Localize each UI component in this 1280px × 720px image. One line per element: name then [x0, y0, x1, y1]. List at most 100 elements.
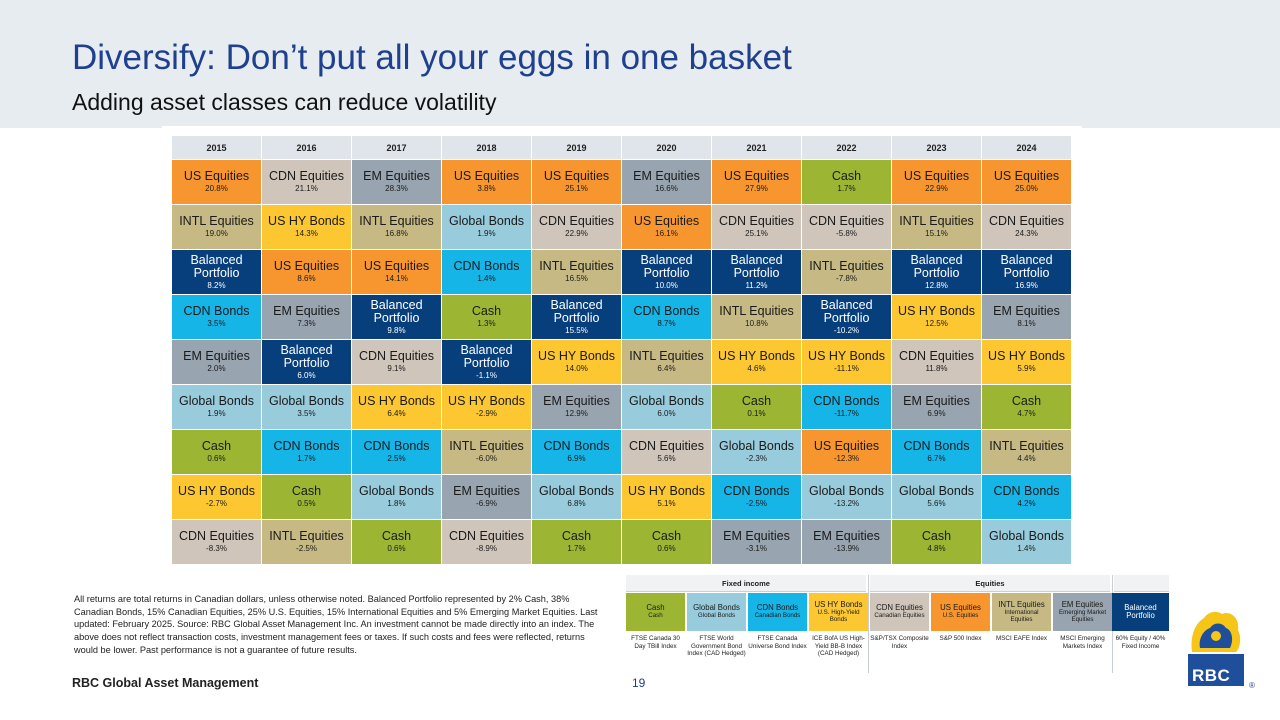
quilt-cell: US HY Bonds 4.6% [712, 340, 801, 384]
return-value: 4.8% [927, 544, 946, 554]
asset-class-label: EM Equities [363, 169, 430, 184]
return-value: 12.9% [565, 409, 588, 419]
return-value: 6.0% [657, 409, 676, 419]
asset-class-label: CDN Bonds [903, 439, 970, 454]
quilt-cell: Cash 4.7% [982, 385, 1071, 429]
asset-class-label: CDN Equities [268, 169, 345, 184]
legend-label: CDN Equities [876, 603, 923, 613]
return-value: -12.3% [833, 454, 860, 464]
return-value: 28.3% [385, 184, 408, 194]
asset-class-label: CDN Bonds [723, 484, 790, 499]
quilt-cell: Cash 1.7% [532, 520, 621, 564]
return-value: -2.5% [746, 499, 767, 509]
asset-class-label: INTL Equities [359, 214, 434, 229]
quilt-cell: Global Bonds 5.6% [892, 475, 981, 519]
footnote: All returns are total returns in Canadia… [74, 594, 598, 655]
return-value: 0.5% [297, 499, 316, 509]
return-value: 6.4% [657, 364, 676, 374]
asset-class-label: Global Bonds [358, 484, 435, 499]
quilt-cell: CDN Bonds 1.4% [442, 250, 531, 294]
return-value: 11.8% [925, 364, 948, 374]
asset-class-label: Global Bonds [538, 484, 615, 499]
asset-class-label: EM Equities [183, 349, 250, 364]
return-value: 14.3% [295, 229, 318, 239]
asset-class-label: CDN Equities [808, 214, 885, 229]
legend-swatch: INTL Equities International Equities [992, 593, 1051, 631]
asset-class-label: Global Bonds [808, 484, 885, 499]
return-value: 3.8% [477, 184, 496, 194]
quilt-cell: Global Bonds 6.8% [532, 475, 621, 519]
return-value: -1.1% [476, 370, 497, 380]
asset-class-label: US Equities [813, 439, 880, 454]
return-value: -8.3% [206, 544, 227, 554]
quilt-cell: US Equities 8.6% [262, 250, 351, 294]
return-value: 0.6% [207, 454, 226, 464]
return-value: 12.8% [925, 280, 948, 290]
quilt-cell: CDN Bonds 1.7% [262, 430, 351, 474]
quilt-cell: Global Bonds 1.8% [352, 475, 441, 519]
quilt-cell: Cash 0.5% [262, 475, 351, 519]
return-value: -6.9% [476, 499, 497, 509]
asset-class-label: CDN Bonds [183, 304, 250, 319]
asset-class-label: US Equities [363, 259, 430, 274]
quilt-cell: Global Bonds 6.0% [622, 385, 711, 429]
legend-index-name: ICE BofA US High-Yield BB-B Index (CAD H… [812, 635, 865, 658]
return-value: 10.0% [655, 280, 678, 290]
quilt-cell: Global Bonds -13.2% [802, 475, 891, 519]
legend-sublabel: Canadian Bonds [754, 612, 801, 620]
asset-class-label: Global Bonds [268, 394, 345, 409]
legend-index-name: FTSE Canada 30 Day TBill Index [631, 635, 680, 650]
asset-class-label: US Equities [543, 169, 610, 184]
return-value: 25.1% [745, 229, 768, 239]
asset-class-label: Balanced Portfolio [910, 252, 963, 280]
year-header-2022: 2022 [802, 136, 891, 159]
quilt-cell: CDN Bonds 6.7% [892, 430, 981, 474]
legend-swatch: EM Equities Emerging Market Equities [1053, 593, 1112, 631]
return-value: -8.9% [476, 544, 497, 554]
return-value: 6.0% [297, 370, 316, 380]
slide-subtitle: Adding asset classes can reduce volatili… [72, 89, 497, 115]
legend-label: CDN Bonds [756, 603, 799, 613]
return-value: 6.9% [567, 454, 586, 464]
quilt-cell: Balanced Portfolio 10.0% [622, 250, 711, 294]
legend-sublabel: Canadian Equities [874, 612, 925, 620]
quilt-cell: Global Bonds 1.9% [172, 385, 261, 429]
year-header-2021: 2021 [712, 136, 801, 159]
asset-class-label: US Equities [723, 169, 790, 184]
legend-label: INTL Equities [998, 599, 1045, 609]
return-value: 14.0% [565, 364, 588, 374]
return-value: 6.4% [387, 409, 406, 419]
asset-class-label: Global Bonds [988, 529, 1065, 544]
quilt-cell: EM Equities 8.1% [982, 295, 1071, 339]
quilt-cell: INTL Equities -2.5% [262, 520, 351, 564]
return-value: 15.1% [925, 229, 948, 239]
quilt-cell: INTL Equities -6.0% [442, 430, 531, 474]
quilt-cell: US Equities 14.1% [352, 250, 441, 294]
return-value: 15.5% [565, 325, 588, 335]
quilt-cell: Cash 0.1% [712, 385, 801, 429]
asset-class-label: INTL Equities [539, 259, 614, 274]
return-value: 8.2% [207, 280, 226, 290]
asset-class-label: Balanced Portfolio [640, 252, 693, 280]
return-value: 27.9% [745, 184, 768, 194]
year-header-2016: 2016 [262, 136, 351, 159]
asset-class-label: CDN Bonds [633, 304, 700, 319]
return-value: 4.7% [1017, 409, 1036, 419]
return-value: -2.7% [206, 499, 227, 509]
asset-class-label: US Equities [183, 169, 250, 184]
asset-class-label: INTL Equities [179, 214, 254, 229]
return-value: -2.5% [296, 544, 317, 554]
asset-class-label: INTL Equities [629, 349, 704, 364]
quilt-cell: INTL Equities 10.8% [712, 295, 801, 339]
quilt-cell: INTL Equities 15.1% [892, 205, 981, 249]
return-value: 3.5% [207, 319, 226, 329]
return-value: 20.8% [205, 184, 228, 194]
asset-class-label: CDN Equities [988, 214, 1065, 229]
quilt-cell: US HY Bonds 14.3% [262, 205, 351, 249]
asset-class-label: Balanced Portfolio [370, 297, 423, 325]
return-value: 16.5% [565, 274, 588, 284]
legend-index-name: S&P/TSX Composite Index [870, 635, 929, 650]
return-value: 16.9% [1015, 280, 1038, 290]
quilt-cell: US HY Bonds 6.4% [352, 385, 441, 429]
quilt-cell: Cash 0.6% [352, 520, 441, 564]
